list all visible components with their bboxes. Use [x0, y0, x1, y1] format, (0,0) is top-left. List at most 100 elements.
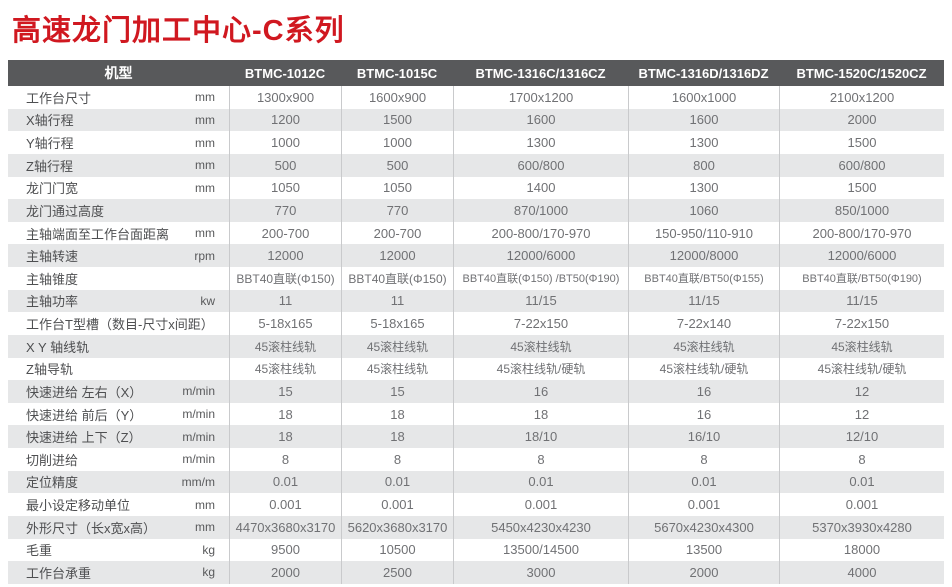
- spec-value: 5450x4230x4230: [453, 515, 628, 539]
- spec-value: 7-22x150: [779, 312, 944, 335]
- spec-value: 600/800: [453, 153, 628, 177]
- table-row: Z轴导轨 45滚柱线轨 45滚柱线轨 45滚柱线轨/硬轨 45滚柱线轨/硬轨 45滚柱线轨…: [8, 357, 944, 381]
- table-row: 工作台T型槽（数目-尺寸x间距） 5-18x165 5-18x165 7-22x150…: [8, 312, 944, 335]
- spec-value: 45滚柱线轨: [341, 357, 453, 381]
- spec-value: 45滚柱线轨: [229, 357, 341, 381]
- spec-name-cell: 工作台T型槽（数目-尺寸x间距）: [8, 312, 229, 335]
- row-unit: kw: [200, 293, 215, 308]
- spec-name-cell: 主轴锥度: [8, 267, 229, 290]
- spec-value: 11/15: [628, 289, 779, 313]
- row-label: Z轴导轨: [26, 362, 73, 378]
- spec-value: 8: [453, 448, 628, 471]
- spec-value: 4000: [779, 561, 944, 584]
- spec-value: 18/10: [453, 425, 628, 448]
- spec-name-cell: 毛重 kg: [8, 539, 229, 562]
- spec-value: 8: [779, 448, 944, 471]
- table-row: 主轴锥度 BBT40直联(Φ150) BBT40直联(Φ150) BBT40直联(Φ1…: [8, 267, 944, 290]
- spec-value: 45滚柱线轨: [453, 334, 628, 358]
- spec-value: 1600x1000: [628, 86, 779, 109]
- spec-value: 1600: [453, 108, 628, 132]
- table-row: X轴行程 mm 1200 1500 1600 1600 2000: [8, 108, 944, 132]
- spec-value: BBT40直联/BT50(Φ190): [779, 267, 944, 290]
- spec-value: 5-18x165: [341, 312, 453, 335]
- spec-value: 0.001: [453, 493, 628, 516]
- spec-value: 1500: [779, 176, 944, 200]
- spec-value: 850/1000: [779, 199, 944, 222]
- spec-value: 15: [229, 380, 341, 403]
- row-label: 龙门门宽: [26, 181, 79, 197]
- spec-value: 11: [229, 289, 341, 313]
- spec-value: 18: [341, 402, 453, 426]
- row-label: 主轴锥度: [26, 271, 79, 287]
- spec-value: 1500: [341, 108, 453, 132]
- row-label: Z轴行程: [26, 158, 73, 174]
- spec-value: 770: [341, 199, 453, 222]
- column-header-model: BTMC-1520C/1520CZ: [796, 65, 927, 81]
- spec-name-cell: 龙门门宽 mm: [8, 177, 229, 200]
- spec-value: 2000: [628, 561, 779, 584]
- row-unit: kg: [202, 565, 215, 580]
- row-label: 主轴端面至工作台面距离: [26, 226, 170, 242]
- spec-value: 8: [628, 448, 779, 471]
- spec-value: 5670x4230x4300: [628, 515, 779, 539]
- spec-value: 0.001: [779, 493, 944, 516]
- spec-value: 12000/6000: [779, 244, 944, 267]
- spec-value: BBT40直联(Φ150): [341, 267, 453, 290]
- spec-value: 11/15: [453, 289, 628, 313]
- spec-value: 12000/6000: [453, 244, 628, 267]
- spec-value: 0.01: [779, 470, 944, 494]
- spec-value: 16: [628, 402, 779, 426]
- spec-name-cell: 最小设定移动单位 mm: [8, 493, 229, 516]
- table-row: 快速进给 上下（Z） m/min 18 18 18/10 16/10 12/10: [8, 425, 944, 448]
- row-unit: mm: [195, 135, 215, 150]
- spec-value: 0.001: [628, 493, 779, 516]
- row-unit: m/min: [182, 407, 215, 422]
- row-unit: m/min: [182, 452, 215, 467]
- row-label: X轴行程: [26, 113, 74, 129]
- spec-value: BBT40直联(Φ150): [229, 267, 341, 290]
- row-unit: mm: [195, 520, 215, 535]
- spec-value: 11: [341, 289, 453, 313]
- spec-value: 15: [341, 380, 453, 403]
- row-unit: m/min: [182, 429, 215, 444]
- spec-value: 1300: [453, 131, 628, 154]
- spec-value: 13500: [628, 538, 779, 562]
- spec-value: 11/15: [779, 289, 944, 313]
- spec-name-cell: 工作台尺寸 mm: [8, 86, 229, 109]
- spec-value: 13500/14500: [453, 538, 628, 562]
- table-row: 主轴转速 rpm 12000 12000 12000/6000 12000/8000 120…: [8, 244, 944, 267]
- spec-value: 3000: [453, 561, 628, 584]
- spec-name-cell: 切削进给 m/min: [8, 448, 229, 471]
- row-unit: rpm: [194, 248, 215, 263]
- spec-value: 45滚柱线轨/硬轨: [453, 357, 628, 381]
- spec-value: 2000: [229, 561, 341, 584]
- spec-value: 1400: [453, 176, 628, 200]
- spec-value: 8: [341, 448, 453, 471]
- table-row: 工作台承重 kg 2000 2500 3000 2000 4000: [8, 561, 944, 584]
- row-label: Y轴行程: [26, 136, 74, 152]
- spec-value: 12000/8000: [628, 244, 779, 267]
- spec-value: 8: [229, 448, 341, 471]
- row-label: 工作台承重: [26, 565, 92, 581]
- table-row: Z轴行程 mm 500 500 600/800 800 600/800: [8, 153, 944, 177]
- spec-value: 1300x900: [229, 86, 341, 109]
- spec-value: 12/10: [779, 425, 944, 448]
- row-unit: mm: [195, 226, 215, 241]
- row-unit: mm/m: [181, 474, 215, 489]
- spec-name-cell: 主轴端面至工作台面距离 mm: [8, 222, 229, 245]
- row-label: 工作台尺寸: [26, 90, 92, 106]
- spec-value: 18000: [779, 538, 944, 562]
- spec-name-cell: 快速进给 前后（Y） m/min: [8, 403, 229, 426]
- spec-value: 18: [453, 402, 628, 426]
- spec-value: 1300: [628, 131, 779, 154]
- table-header-row: 机型 BTMC-1012C BTMC-1015C BTMC-1316C/1316CZ…: [8, 60, 944, 86]
- spec-value: 16/10: [628, 425, 779, 448]
- spec-value: 150-950/110-910: [628, 221, 779, 245]
- table-row: 工作台尺寸 mm 1300x900 1600x900 1700x1200 1600x100…: [8, 86, 944, 109]
- spec-value: 1300: [628, 176, 779, 200]
- spec-value: 200-800/170-970: [779, 221, 944, 245]
- spec-value: 5620x3680x3170: [341, 515, 453, 539]
- spec-name-cell: Y轴行程 mm: [8, 131, 229, 154]
- spec-value: 500: [229, 153, 341, 177]
- table-row: 定位精度 mm/m 0.01 0.01 0.01 0.01 0.01: [8, 470, 944, 494]
